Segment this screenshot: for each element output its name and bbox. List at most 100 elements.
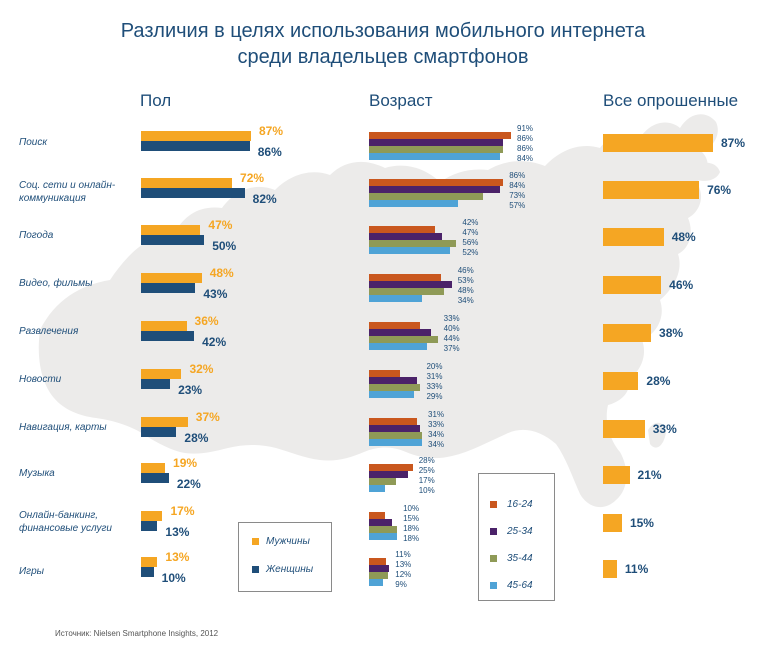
legend-swatch-35-44 — [490, 555, 497, 562]
chart-title-line-1: Различия в целях использования мобильног… — [120, 20, 646, 42]
gender-value-women: 43% — [203, 287, 228, 301]
gender-legend: Мужчины Женщины — [238, 522, 332, 592]
gender-bar-women — [141, 379, 171, 389]
age-bar-16-24 — [369, 179, 504, 186]
age-value-16-24: 31% — [428, 410, 445, 419]
legend-swatch-16-24 — [490, 501, 497, 508]
all-bar — [603, 228, 664, 246]
legend-swatch-women — [252, 566, 259, 573]
age-value-16-24: 42% — [462, 218, 479, 227]
age-value-16-24: 86% — [509, 171, 526, 180]
category-label: Новости — [19, 374, 62, 385]
age-bar-45-64 — [369, 343, 427, 350]
gender-value-men: 32% — [189, 362, 214, 376]
gender-bar-women — [141, 473, 169, 483]
age-value-25-34: 53% — [457, 276, 474, 285]
age-bar-25-34 — [369, 139, 504, 146]
gender-bar-men — [141, 463, 166, 473]
legend-label-women: Женщины — [266, 564, 314, 575]
age-bar-45-64 — [369, 200, 458, 207]
age-value-45-64: 29% — [426, 392, 443, 401]
category-label: Музыка — [19, 468, 55, 479]
age-value-45-64: 18% — [403, 534, 420, 543]
age-bar-16-24 — [369, 274, 441, 281]
gender-value-men: 72% — [240, 171, 265, 185]
age-value-25-34: 86% — [517, 134, 534, 143]
gender-value-women: 86% — [257, 145, 282, 159]
all-bar — [603, 466, 630, 484]
legend-swatch-25-34 — [490, 528, 497, 535]
gender-bar-women — [141, 188, 245, 198]
age-value-16-24: 10% — [403, 504, 420, 513]
gender-value-men: 48% — [209, 266, 234, 280]
age-bar-45-64 — [369, 391, 415, 398]
gender-bar-men — [141, 417, 188, 427]
category-label: Навигация, карты — [19, 422, 107, 433]
gender-bar-women — [141, 141, 250, 151]
category-label: Онлайн-банкинг, финансовые услуги — [19, 510, 112, 534]
age-value-25-34: 25% — [418, 466, 435, 475]
gender-value-women: 23% — [178, 383, 203, 397]
gender-value-women: 50% — [212, 239, 237, 253]
gender-bar-men — [141, 321, 187, 331]
legend-swatch-men — [252, 538, 259, 545]
section-heading-age: Возраст — [369, 91, 433, 110]
age-value-35-44: 48% — [457, 286, 474, 295]
category-label: Игры — [19, 566, 45, 577]
gender-bar-men — [141, 225, 201, 235]
all-value: 48% — [671, 230, 696, 244]
gender-bar-women — [141, 283, 196, 293]
age-value-45-64: 52% — [462, 248, 479, 257]
gender-bar-men — [141, 557, 158, 567]
gender-value-men: 37% — [195, 410, 220, 424]
gender-bar-men — [141, 511, 163, 521]
age-value-25-34: 33% — [428, 420, 445, 429]
age-bar-16-24 — [369, 132, 511, 139]
age-bar-25-34 — [369, 471, 408, 478]
legend-label-35-44: 35-44 — [507, 553, 533, 564]
age-value-25-34: 13% — [395, 560, 412, 569]
gender-value-men: 47% — [208, 218, 233, 232]
age-bar-25-34 — [369, 329, 432, 336]
age-bar-35-44 — [369, 384, 421, 391]
age-bar-16-24 — [369, 464, 413, 471]
age-value-35-44: 33% — [426, 382, 443, 391]
all-value: 15% — [629, 516, 654, 530]
age-legend: 16-24 25-34 35-44 45-64 — [478, 473, 555, 601]
category-label: Видео, фильмы — [19, 278, 93, 289]
gender-value-women: 13% — [165, 525, 190, 539]
age-bar-45-64 — [369, 295, 423, 302]
legend-label-16-24: 16-24 — [507, 499, 533, 510]
age-value-45-64: 34% — [457, 296, 474, 305]
all-value: 11% — [624, 562, 649, 576]
age-value-16-24: 20% — [426, 362, 443, 371]
gender-bar-women — [141, 521, 158, 531]
age-value-35-44: 17% — [418, 476, 435, 485]
section-heading-all: Все опрошенные — [603, 91, 739, 110]
age-bar-25-34 — [369, 281, 452, 288]
age-bar-45-64 — [369, 533, 398, 540]
all-value: 46% — [669, 278, 694, 292]
age-bar-35-44 — [369, 572, 388, 579]
age-value-16-24: 33% — [443, 314, 460, 323]
gender-bar-men — [141, 273, 202, 283]
age-value-35-44: 44% — [443, 334, 460, 343]
age-bar-25-34 — [369, 565, 390, 572]
gender-value-women: 10% — [161, 571, 186, 585]
section-heading-gender: Пол — [140, 91, 172, 110]
age-value-45-64: 57% — [509, 201, 526, 210]
all-value: 76% — [707, 183, 732, 197]
age-value-45-64: 34% — [428, 440, 445, 449]
age-bar-35-44 — [369, 146, 504, 153]
age-bar-16-24 — [369, 370, 401, 377]
all-bar — [603, 276, 662, 294]
age-bar-16-24 — [369, 558, 387, 565]
age-bar-16-24 — [369, 322, 421, 329]
age-bar-45-64 — [369, 247, 451, 254]
age-value-35-44: 12% — [395, 570, 412, 579]
age-value-25-34: 40% — [443, 324, 460, 333]
age-bar-45-64 — [369, 485, 385, 492]
age-bar-35-44 — [369, 288, 444, 295]
age-bar-45-64 — [369, 439, 423, 446]
all-value: 21% — [637, 468, 662, 482]
